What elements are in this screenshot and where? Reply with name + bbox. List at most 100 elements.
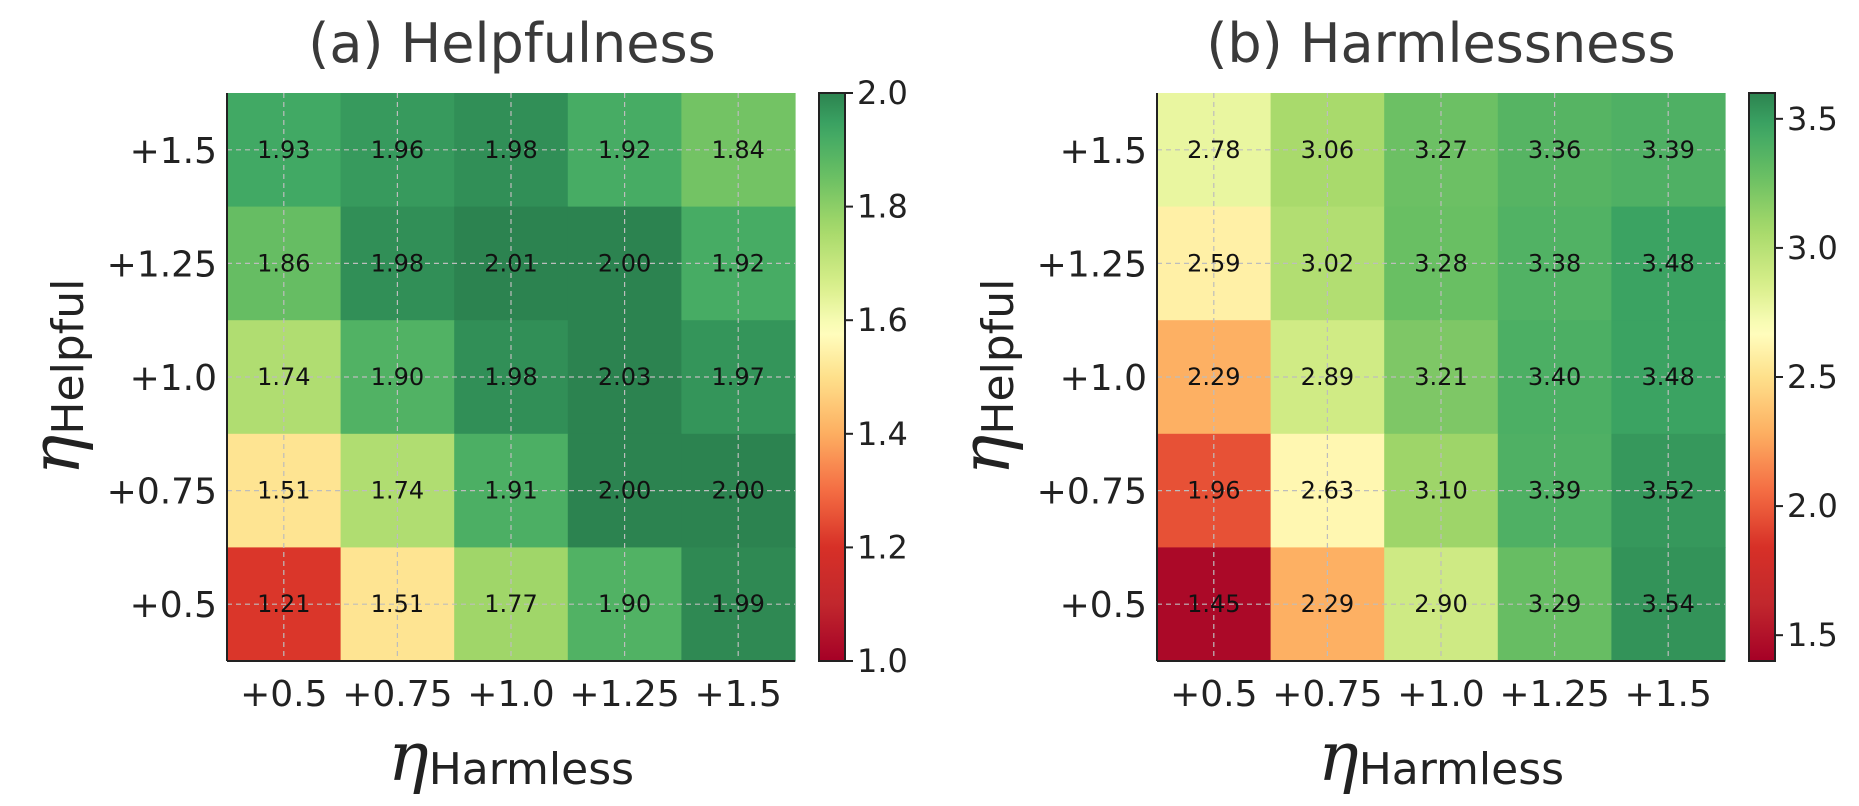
cell-value-label: 1.98 [371, 249, 424, 277]
cell-value-label: 1.51 [371, 590, 424, 618]
cell-value-label: 1.99 [711, 590, 764, 618]
cell-value-label: 3.29 [1528, 590, 1581, 618]
cell-value-label: 1.74 [371, 477, 424, 505]
cell-value-label: 2.89 [1301, 363, 1354, 391]
cell-value-label: 3.28 [1414, 249, 1467, 277]
panel-harmlessness: (b) Harmlessness 2.78 3.06 3.27 3.36 3.39 2.59… [947, 12, 1838, 797]
cell-value-label: 1.45 [1187, 590, 1240, 618]
x-axis-subscript: Harmless [1359, 744, 1564, 795]
colorbar-tick-label: 1.5 [1787, 616, 1838, 654]
cell-value-label: 3.36 [1528, 136, 1581, 164]
colorbar-tick-label: 2.0 [1787, 487, 1838, 525]
x-tick-label: +0.5 [1170, 674, 1257, 715]
panel-title: (a) Helpfulness [308, 12, 715, 75]
cell-value-label: 1.21 [257, 590, 310, 618]
cell-value-label: 2.29 [1187, 363, 1240, 391]
y-tick-label: +1.5 [130, 131, 217, 172]
y-axis-symbol: η [17, 434, 96, 475]
x-tick-label: +1.0 [1397, 674, 1484, 715]
colorbar-tick-label: 2.0 [857, 74, 908, 112]
cell-value-label: 1.90 [598, 590, 651, 618]
cell-value-label: 2.59 [1187, 249, 1240, 277]
cell-value-label: 2.00 [598, 477, 651, 505]
colorbar [1748, 92, 1776, 662]
x-tick-label: +1.25 [1499, 674, 1609, 715]
cell-value-label: 1.96 [371, 136, 424, 164]
cell-value-label: 1.97 [711, 363, 764, 391]
y-axis-subscript: Helpful [43, 279, 94, 435]
y-tick-label: +0.5 [130, 585, 217, 626]
x-axis-label: ηHarmless [388, 718, 634, 797]
colorbar-tick-label: 1.8 [857, 188, 908, 226]
y-tick-label: +0.75 [107, 472, 217, 513]
x-tick-label: +0.75 [1272, 674, 1382, 715]
y-axis-label: ηHelpful [947, 279, 1026, 476]
cell-value-label: 1.51 [257, 477, 310, 505]
cell-value-label: 3.02 [1301, 249, 1354, 277]
y-tick-label: +0.5 [1060, 585, 1147, 626]
cell-value-label: 3.10 [1414, 477, 1467, 505]
cell-value-label: 2.00 [598, 249, 651, 277]
y-axis-symbol: η [947, 434, 1026, 475]
cell-value-label: 1.74 [257, 363, 310, 391]
cell-value-label: 1.92 [598, 136, 651, 164]
cell-value-label: 1.96 [1187, 477, 1240, 505]
cell-value-label: 1.98 [484, 136, 537, 164]
colorbar-tick-label: 1.0 [857, 642, 908, 680]
cell-value-label: 3.21 [1414, 363, 1467, 391]
cell-value-label: 2.78 [1187, 136, 1240, 164]
colorbar-tick-label: 1.6 [857, 301, 908, 339]
y-tick-label: +1.25 [107, 244, 217, 285]
cell-value-label: 3.48 [1641, 249, 1694, 277]
cell-value-label: 1.92 [711, 249, 764, 277]
cell-value-label: 1.90 [371, 363, 424, 391]
x-tick-label: +0.5 [240, 674, 327, 715]
y-tick-label: +0.75 [1037, 472, 1147, 513]
cell-value-label: 2.90 [1414, 590, 1467, 618]
cell-value-label: 3.06 [1301, 136, 1354, 164]
y-tick-label: +1.25 [1037, 244, 1147, 285]
cell-value-label: 3.54 [1641, 590, 1694, 618]
colorbar-tick-label: 1.2 [857, 528, 908, 566]
colorbar-tick-label: 1.4 [857, 415, 908, 453]
panel-helpfulness: (a) Helpfulness 1.93 1.96 1.98 1.92 1.84 1.86 1… [17, 12, 908, 797]
cell-value-label: 2.63 [1301, 477, 1354, 505]
x-tick-label: +1.0 [467, 674, 554, 715]
x-tick-label: +1.25 [569, 674, 679, 715]
x-axis-label: ηHarmless [1318, 718, 1564, 797]
y-tick-label: +1.5 [1060, 131, 1147, 172]
cell-value-label: 1.93 [257, 136, 310, 164]
colorbar-tick-label: 3.5 [1787, 100, 1838, 138]
x-axis-symbol: η [388, 718, 429, 797]
x-tick-label: +1.5 [694, 674, 781, 715]
cell-value-label: 3.27 [1414, 136, 1467, 164]
y-axis-subscript: Helpful [973, 279, 1024, 435]
cell-value-label: 1.98 [484, 363, 537, 391]
x-axis-subscript: Harmless [429, 744, 634, 795]
colorbar-tick-label: 2.5 [1787, 358, 1838, 396]
x-tick-label: +0.75 [342, 674, 452, 715]
cell-value-label: 3.39 [1528, 477, 1581, 505]
colorbar-tick-label: 3.0 [1787, 229, 1838, 267]
cell-value-label: 1.86 [257, 249, 310, 277]
cell-value-label: 3.39 [1641, 136, 1694, 164]
x-axis-symbol: η [1318, 718, 1359, 797]
x-tick-label: +1.5 [1624, 674, 1711, 715]
cell-value-label: 2.29 [1301, 590, 1354, 618]
cell-value-label: 2.03 [598, 363, 651, 391]
cell-value-label: 2.00 [711, 477, 764, 505]
cell-value-label: 3.48 [1641, 363, 1694, 391]
cell-value-label: 3.38 [1528, 249, 1581, 277]
colorbar [818, 92, 846, 662]
cell-value-label: 1.91 [484, 477, 537, 505]
y-tick-label: +1.0 [130, 358, 217, 399]
y-tick-label: +1.0 [1060, 358, 1147, 399]
cell-value-label: 3.40 [1528, 363, 1581, 391]
cell-value-label: 3.52 [1641, 477, 1694, 505]
cell-value-label: 1.77 [484, 590, 537, 618]
cell-value-label: 1.84 [711, 136, 764, 164]
panel-title: (b) Harmlessness [1206, 12, 1675, 75]
y-axis-label: ηHelpful [17, 279, 96, 476]
cell-value-label: 2.01 [484, 249, 537, 277]
